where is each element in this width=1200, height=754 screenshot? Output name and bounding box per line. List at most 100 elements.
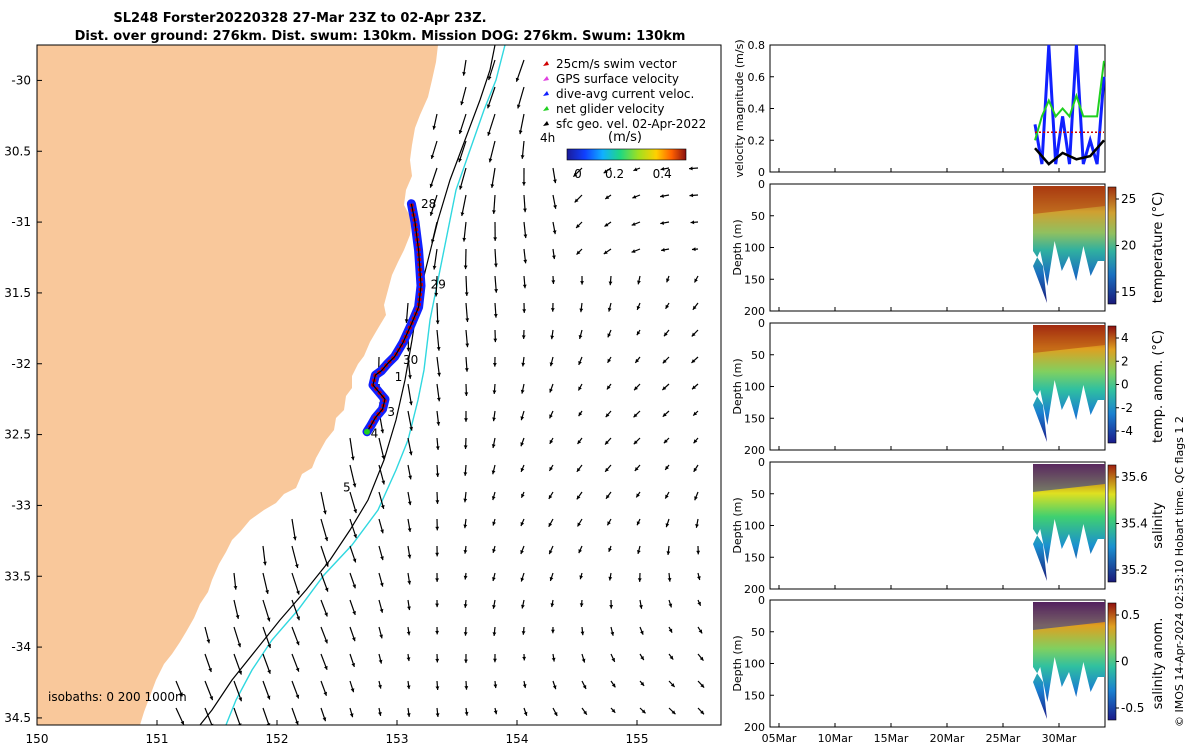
day-marker-label: 29 xyxy=(431,278,446,292)
lon-tick-label: 150 xyxy=(26,732,49,746)
side-colorbar xyxy=(1108,465,1116,582)
y-tick-label: 0 xyxy=(758,317,765,330)
legend-entry: GPS surface velocity xyxy=(556,72,679,86)
footer-copyright: © IMOS 14-Apr-2024 02:53:10 Hobart time.… xyxy=(1173,416,1186,727)
y-axis-label: velocity magnitude (m/s) xyxy=(733,39,746,177)
lat-tick-label: 30.5 xyxy=(4,144,31,158)
lat-tick-label: -33 xyxy=(11,498,31,512)
side-colorbar xyxy=(1108,603,1116,720)
lat-tick-label: 34.5 xyxy=(4,711,31,725)
colorbar-tick-label: 15 xyxy=(1121,285,1136,299)
colorbar-tick-label: 2 xyxy=(1121,354,1129,368)
y-axis-label: Depth (m) xyxy=(731,219,744,275)
lon-tick-label: 154 xyxy=(506,732,529,746)
y-axis-label: Depth (m) xyxy=(731,358,744,414)
y-tick-label: 0 xyxy=(758,594,765,607)
side-colorbar xyxy=(1108,187,1116,304)
colorbar-label: salinity anom. xyxy=(1151,618,1166,710)
y-tick-label: 150 xyxy=(744,412,765,425)
x-tick-label: 20Mar xyxy=(930,732,965,745)
y-tick-label: 0.8 xyxy=(748,39,766,52)
y-tick-label: 100 xyxy=(744,520,765,533)
lat-tick-label: -32 xyxy=(11,357,31,371)
y-tick-label: 100 xyxy=(744,381,765,394)
lat-tick-label: -30 xyxy=(11,73,31,87)
x-tick-label: 30Mar xyxy=(1042,732,1077,745)
lat-tick-label: 33.5 xyxy=(4,569,31,583)
side-colorbar xyxy=(1108,326,1116,443)
day-marker-label: 5 xyxy=(343,480,351,494)
lat-tick-label: -31 xyxy=(11,215,31,229)
colorbar-label: salinity xyxy=(1151,502,1166,549)
day-marker-label: 28 xyxy=(421,197,436,211)
y-tick-label: 0.2 xyxy=(748,134,766,147)
y-tick-label: 50 xyxy=(751,626,765,639)
x-tick-label: 05Mar xyxy=(762,732,797,745)
y-tick-label: 100 xyxy=(744,242,765,255)
colorbar-tick-label: -2 xyxy=(1121,401,1133,415)
isobath-note: isobaths: 0 200 1000m xyxy=(48,690,187,704)
y-tick-label: 50 xyxy=(751,210,765,223)
day-marker-label: 4 xyxy=(371,426,379,440)
y-tick-label: 50 xyxy=(751,488,765,501)
lat-tick-label: -34 xyxy=(11,640,31,654)
day-marker-label: 1 xyxy=(395,370,403,384)
colorbar-tick-label: 20 xyxy=(1121,239,1136,253)
lon-tick-label: 152 xyxy=(266,732,289,746)
x-tick-label: 10Mar xyxy=(818,732,853,745)
y-tick-label: 100 xyxy=(744,658,765,671)
y-tick-label: 150 xyxy=(744,551,765,564)
colorbar-tick-label: -0.5 xyxy=(1121,701,1144,715)
colorbar-tick-label: 4 xyxy=(1121,331,1129,345)
colorbar-tick-label: 0 xyxy=(1121,655,1129,669)
legend-entry: net glider velocity xyxy=(556,102,664,116)
colorbar-tick-label: 35.4 xyxy=(1121,517,1148,531)
colorbar-tick-label: 0.4 xyxy=(653,167,672,181)
map-panel: 28 29 301 34 5 150 151 152 153 154 155 -30 30.5 -31 3… xyxy=(4,45,721,746)
lat-tick-label: 31.5 xyxy=(4,286,31,300)
lon-tick-label: 153 xyxy=(386,732,409,746)
colorbar-tick-label: 0.5 xyxy=(1121,608,1140,622)
colorbar-tick-label: 0 xyxy=(574,167,582,181)
colorbar-tick-label: 35.2 xyxy=(1121,563,1148,577)
y-tick-label: 150 xyxy=(744,273,765,286)
y-tick-label: 0.6 xyxy=(748,71,766,84)
lon-tick-label: 155 xyxy=(626,732,649,746)
map-colorbar xyxy=(567,149,686,160)
legend-entry: 25cm/s swim vector xyxy=(556,57,677,71)
legend-entry: sfc geo. vel. 02-Apr-2022 xyxy=(556,117,706,131)
age-label: 4h xyxy=(540,131,555,145)
title-line-2: Dist. over ground: 276km. Dist. swum: 13… xyxy=(75,29,686,44)
y-axis-label: Depth (m) xyxy=(731,635,744,691)
colorbar-tick-label: 0.2 xyxy=(605,167,624,181)
x-tick-label: 25Mar xyxy=(986,732,1021,745)
colorbar-tick-label: -4 xyxy=(1121,424,1133,438)
day-marker-label: 3 xyxy=(387,405,395,419)
colorbar-unit: (m/s) xyxy=(608,130,642,145)
y-axis-label: Depth (m) xyxy=(731,497,744,553)
y-tick-label: 50 xyxy=(751,349,765,362)
y-tick-label: 0 xyxy=(758,178,765,191)
y-tick-label: 150 xyxy=(744,689,765,702)
y-tick-label: 0.4 xyxy=(748,103,766,116)
lat-tick-label: 32.5 xyxy=(4,428,31,442)
legend-entry: dive-avg current veloc. xyxy=(556,87,694,101)
title-line-1: SL248 Forster20220328 27-Mar 23Z to 02-A… xyxy=(113,11,486,26)
colorbar-tick-label: 0 xyxy=(1121,378,1129,392)
lon-tick-label: 151 xyxy=(146,732,169,746)
colorbar-tick-label: 35.6 xyxy=(1121,470,1148,484)
colorbar-tick-label: 25 xyxy=(1121,192,1136,206)
x-tick-label: 15Mar xyxy=(874,732,909,745)
day-marker-label: 30 xyxy=(403,353,418,367)
colorbar-label: temperature (°C) xyxy=(1151,192,1166,304)
y-tick-label: 0 xyxy=(758,456,765,469)
net-glider-velocity-marker xyxy=(364,429,370,435)
colorbar-label: temp. anom. (°C) xyxy=(1151,330,1166,443)
